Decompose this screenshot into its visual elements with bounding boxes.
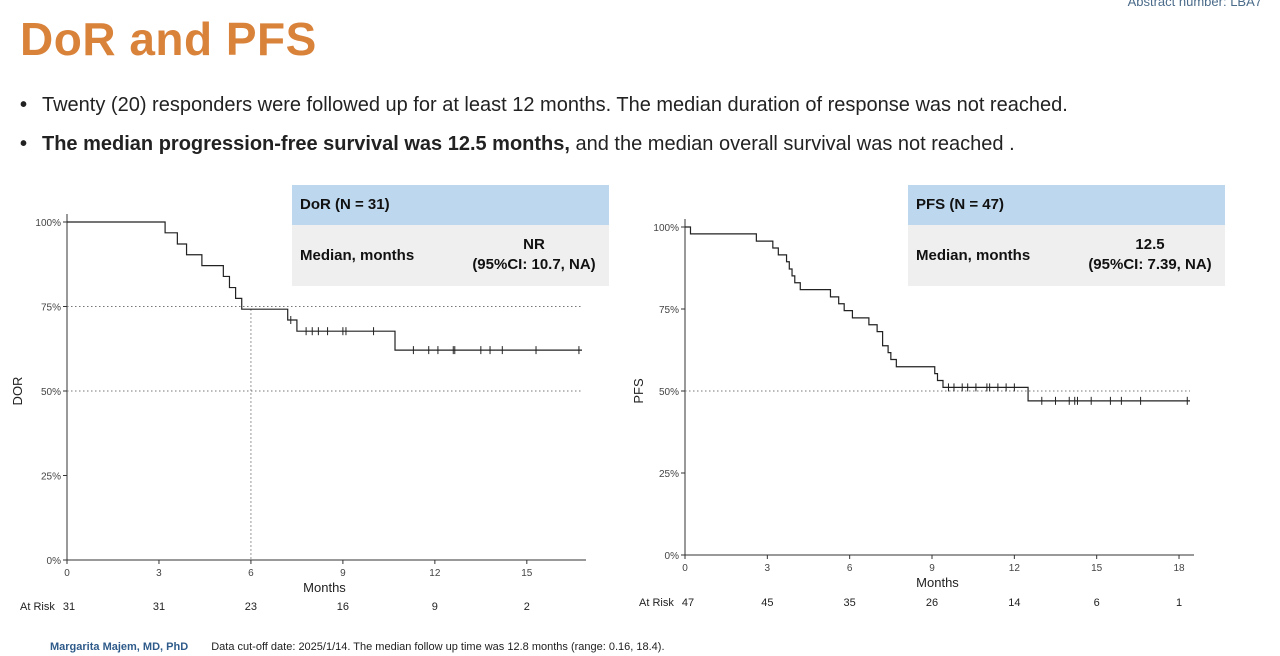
- pfs-x-tick-label: 6: [847, 563, 853, 574]
- dor-at-risk-value: 9: [432, 601, 438, 613]
- dor-x-tick-label: 6: [248, 568, 254, 579]
- bullet-item-1: • Twenty (20) responders were followed up…: [20, 86, 1260, 125]
- pfs-at-risk-value: 35: [844, 597, 856, 609]
- pfs-y-tick-label: 100%: [653, 223, 679, 234]
- footer-author: Margarita Majem, MD, PhD: [50, 641, 189, 653]
- pfs-x-tick-label: 15: [1091, 563, 1103, 574]
- pfs-at-risk-label: At Risk: [639, 597, 674, 609]
- pfs-chart-svg: 0% 25% 50% 75% 100% 0 3 6 9 12 15 18 Months PFS At Ris…: [631, 219, 1194, 609]
- dor-at-risk-value: 16: [337, 601, 349, 613]
- abstract-number: Abstract number: LBA7: [1127, 0, 1262, 9]
- dor-median-estimate: NR: [523, 236, 545, 253]
- footer: Margarita Majem, MD, PhD Data cut-off da…: [50, 641, 665, 653]
- dor-y-tick-label: 25%: [41, 472, 61, 483]
- dor-summary-box: DoR (N = 31) Median, months NR (95%CI: 1…: [292, 185, 609, 286]
- pfs-km-curve: [685, 226, 1190, 402]
- bullet-list: • Twenty (20) responders were followed up…: [20, 86, 1260, 164]
- dor-at-risk-value: 31: [63, 601, 75, 613]
- pfs-y-axis-label: PFS: [631, 378, 646, 404]
- pfs-at-risk-value: 14: [1008, 597, 1020, 609]
- pfs-at-risk-value: 47: [682, 597, 694, 609]
- pfs-summary-box: PFS (N = 47) Median, months 12.5 (95%CI:…: [908, 185, 1225, 286]
- pfs-y-tick-label: 0%: [665, 551, 680, 562]
- pfs-median-value: 12.5 (95%CI: 7.39, NA): [1075, 235, 1225, 275]
- pfs-at-risk-value: 6: [1094, 597, 1100, 609]
- dor-box-row: Median, months NR (95%CI: 10.7, NA): [292, 225, 609, 286]
- dor-x-tick-label: 12: [429, 568, 441, 579]
- pfs-x-tick-label: 12: [1009, 563, 1021, 574]
- dor-km-curve: [67, 221, 582, 351]
- dor-y-tick-label: 50%: [41, 387, 61, 398]
- pfs-x-axis-label: Months: [916, 575, 959, 590]
- dor-at-risk-value: 31: [153, 601, 165, 613]
- dor-box-header: DoR (N = 31): [292, 185, 609, 225]
- pfs-at-risk-value: 26: [926, 597, 938, 609]
- pfs-x-tick-label: 18: [1173, 563, 1185, 574]
- bullet-item-2: • The median progression-free survival wa…: [20, 125, 1260, 164]
- bullet-text-1: Twenty (20) responders were followed up …: [42, 94, 1068, 116]
- pfs-y-tick-label: 75%: [659, 305, 679, 316]
- bullet-text-2-rest: and the median overall survival was not …: [569, 133, 1015, 155]
- bullet-text-2-bold: The median progression-free survival was…: [42, 133, 570, 155]
- pfs-at-risk-value: 45: [761, 597, 773, 609]
- pfs-at-risk-value: 1: [1176, 597, 1182, 609]
- dor-at-risk-value: 23: [245, 601, 257, 613]
- page-title: DoR and PFS: [20, 13, 317, 65]
- dor-y-tick-label: 75%: [41, 303, 61, 314]
- pfs-y-tick-label: 25%: [659, 469, 679, 480]
- footer-note: Data cut-off date: 2025/1/14. The median…: [211, 641, 665, 653]
- pfs-x-tick-label: 3: [765, 563, 771, 574]
- pfs-median-estimate: 12.5: [1135, 236, 1165, 253]
- dor-median-value: NR (95%CI: 10.7, NA): [459, 235, 609, 275]
- dor-chart: 0% 25% 50% 75% 100% 0 3 6 9 12 15 Months DOR At Risk 3…: [0, 180, 620, 620]
- pfs-box-header: PFS (N = 47): [908, 185, 1225, 225]
- dor-at-risk-value: 2: [524, 601, 530, 613]
- dor-chart-svg: 0% 25% 50% 75% 100% 0 3 6 9 12 15 Months DOR At Risk 3…: [10, 214, 586, 613]
- pfs-median-ci: (95%CI: 7.39, NA): [1088, 256, 1212, 273]
- bullet-dot: •: [20, 133, 28, 155]
- pfs-x-tick-label: 9: [929, 563, 935, 574]
- dor-x-tick-label: 15: [521, 568, 533, 579]
- pfs-x-tick-label: 0: [682, 563, 688, 574]
- dor-median-label: Median, months: [300, 247, 415, 264]
- pfs-median-label: Median, months: [916, 247, 1031, 264]
- dor-x-tick-label: 9: [340, 568, 346, 579]
- pfs-box-row: Median, months 12.5 (95%CI: 7.39, NA): [908, 225, 1225, 286]
- dor-at-risk-label: At Risk: [20, 601, 55, 613]
- dor-x-axis-label: Months: [303, 580, 346, 595]
- dor-y-tick-label: 100%: [35, 218, 61, 229]
- dor-median-ci: (95%CI: 10.7, NA): [472, 256, 596, 273]
- pfs-y-tick-label: 50%: [659, 387, 679, 398]
- pfs-chart: 0% 25% 50% 75% 100% 0 3 6 9 12 15 18 Months PFS At Ris…: [625, 180, 1225, 620]
- dor-x-tick-label: 3: [156, 568, 162, 579]
- dor-x-tick-label: 0: [64, 568, 70, 579]
- bullet-dot: •: [20, 94, 28, 116]
- dor-y-axis-label: DOR: [10, 377, 25, 406]
- dor-y-tick-label: 0%: [47, 556, 62, 567]
